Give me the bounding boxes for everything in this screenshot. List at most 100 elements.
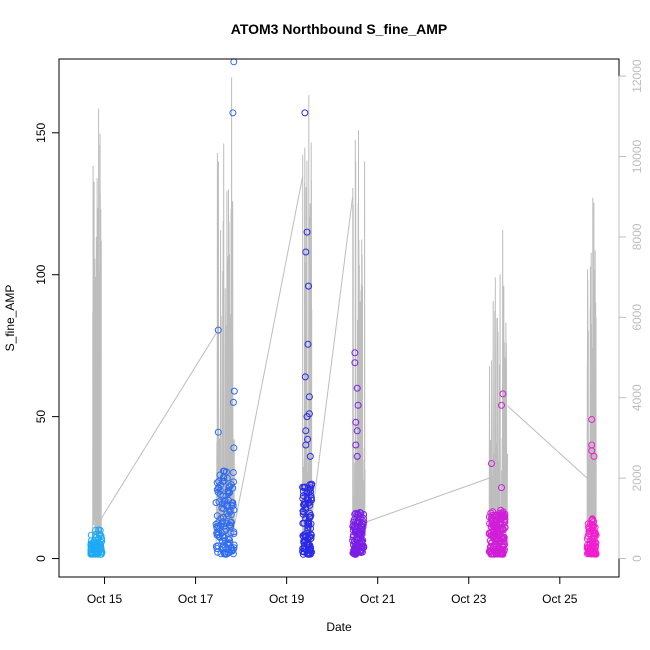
data-point [299,495,307,502]
data-point [212,499,220,507]
data-point [219,513,227,521]
data-point [305,513,313,521]
data-point [356,529,364,537]
data-point [307,491,315,499]
data-point [301,498,308,506]
data-point [214,528,222,536]
data-point [303,228,311,236]
data-point [220,505,228,513]
data-point [485,547,493,555]
data-point [226,508,234,516]
y-right-tick-label: 12000 [630,59,644,93]
data-point [222,468,230,476]
data-point [352,528,359,536]
data-point [213,479,221,487]
data-point [306,452,314,460]
y-right-tick-label: 10000 [630,140,644,174]
data-point [353,427,361,435]
data-point [88,540,96,548]
data-point [96,530,104,538]
y-tick-label: 100 [34,264,48,284]
x-axis-label: Date [326,620,352,634]
data-point [353,452,361,460]
data-point [351,349,359,357]
data-point [214,326,222,334]
data-point [585,528,593,535]
data-point [230,58,238,66]
trace-connector [311,196,354,519]
trace-connector [364,477,490,523]
data-point [306,533,314,540]
data-point [216,471,224,479]
data-point [304,340,312,348]
data-point [306,509,314,517]
x-tick-label: Oct 23 [451,592,487,606]
data-point [225,487,233,495]
trace-burst [352,130,366,550]
data-point [498,484,505,492]
x-tick-label: Oct 21 [360,592,396,606]
data-point [220,473,227,481]
data-point [96,546,104,553]
data-point [219,492,227,500]
data-point [302,441,310,449]
data-point [490,522,498,530]
data-point [229,469,237,476]
data-point [356,542,364,550]
data-point [230,387,238,395]
y-right-tick-label: 0 [630,555,644,562]
data-point [356,518,364,526]
data-point [588,416,596,423]
trace-burst [488,229,508,551]
data-point [220,500,228,508]
data-point [305,282,312,290]
data-point [357,509,365,517]
data-point [588,447,596,455]
x-tick-label: Oct 19 [269,592,305,606]
data-point [302,427,310,435]
data-point [230,528,238,536]
data-point [222,550,230,558]
data-point [228,547,236,555]
data-point [222,525,230,533]
y-right-tick-label: 6000 [630,304,644,331]
data-point [229,501,237,509]
data-point [230,544,238,552]
trace-connector [507,405,588,479]
data-point [218,529,226,537]
data-point [493,524,501,532]
data-point [500,533,508,541]
data-point [226,539,234,547]
data-point [488,460,495,467]
y-axis-label: S_fine_AMP [3,285,17,352]
data-point [229,109,237,117]
y-right-tick-label: 4000 [630,384,644,411]
data-point [303,413,311,421]
trace-burst [92,108,102,551]
data-point [301,373,309,381]
data-point [300,548,308,556]
y-tick-label: 50 [34,410,48,424]
y-tick-label: 150 [34,122,48,142]
data-point [359,536,367,544]
trace-burst [215,77,235,548]
data-point [217,550,225,558]
data-point [213,486,221,494]
data-point [304,522,312,530]
data-point [224,512,232,520]
data-point [491,535,499,543]
y-axis-right: 0 2000 4000 6000 8000 10000 12000 [618,59,644,562]
data-point [299,483,307,491]
data-point [307,481,315,489]
data-point [213,523,221,531]
data-point [307,488,314,496]
data-point [497,534,505,542]
data-point [352,441,360,449]
data-point [92,526,100,534]
data-point [500,512,508,520]
y-tick-label: 0 [34,555,48,562]
data-point [500,547,508,555]
data-point [591,549,598,557]
data-point [499,390,507,398]
trace-connector [233,176,304,527]
